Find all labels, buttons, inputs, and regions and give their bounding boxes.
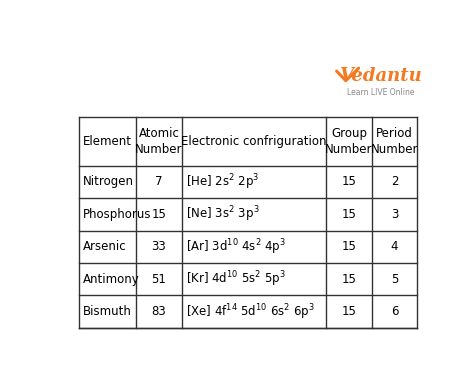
Text: [Kr] 4d$^{10}$ 5s$^2$ 5p$^3$: [Kr] 4d$^{10}$ 5s$^2$ 5p$^3$ <box>186 269 286 289</box>
Text: 15: 15 <box>341 273 356 286</box>
Text: Antimony: Antimony <box>83 273 140 286</box>
Text: 15: 15 <box>152 208 166 221</box>
Text: Learn LIVE Online: Learn LIVE Online <box>347 88 414 97</box>
Text: 4: 4 <box>391 240 398 253</box>
Text: [Ar] 3d$^{10}$ 4s$^2$ 4p$^3$: [Ar] 3d$^{10}$ 4s$^2$ 4p$^3$ <box>186 237 286 256</box>
Text: Arsenic: Arsenic <box>83 240 127 253</box>
Text: Group
Number: Group Number <box>325 127 373 156</box>
Text: 15: 15 <box>341 240 356 253</box>
Text: Vedantu: Vedantu <box>339 67 422 86</box>
Text: 51: 51 <box>152 273 166 286</box>
Text: [He] 2s$^2$ 2p$^3$: [He] 2s$^2$ 2p$^3$ <box>186 172 259 192</box>
Text: 3: 3 <box>391 208 398 221</box>
Text: 83: 83 <box>152 305 166 318</box>
Text: Phosphorus: Phosphorus <box>83 208 152 221</box>
Text: Bismuth: Bismuth <box>83 305 132 318</box>
Text: [Xe] 4f$^{14}$ 5d$^{10}$ 6s$^2$ 6p$^3$: [Xe] 4f$^{14}$ 5d$^{10}$ 6s$^2$ 6p$^3$ <box>186 302 315 321</box>
Text: 15: 15 <box>341 175 356 188</box>
Text: 6: 6 <box>391 305 398 318</box>
Text: Electronic confriguration: Electronic confriguration <box>181 135 327 148</box>
Text: 5: 5 <box>391 273 398 286</box>
Text: [Ne] 3s$^2$ 3p$^3$: [Ne] 3s$^2$ 3p$^3$ <box>186 204 260 224</box>
Text: Atomic
Number: Atomic Number <box>135 127 182 156</box>
Text: Period
Number: Period Number <box>371 127 419 156</box>
Text: Nitrogen: Nitrogen <box>83 175 134 188</box>
Text: 33: 33 <box>152 240 166 253</box>
Text: 2: 2 <box>391 175 398 188</box>
Text: 7: 7 <box>155 175 163 188</box>
Text: 15: 15 <box>341 305 356 318</box>
Text: 15: 15 <box>341 208 356 221</box>
Text: Element: Element <box>83 135 132 148</box>
